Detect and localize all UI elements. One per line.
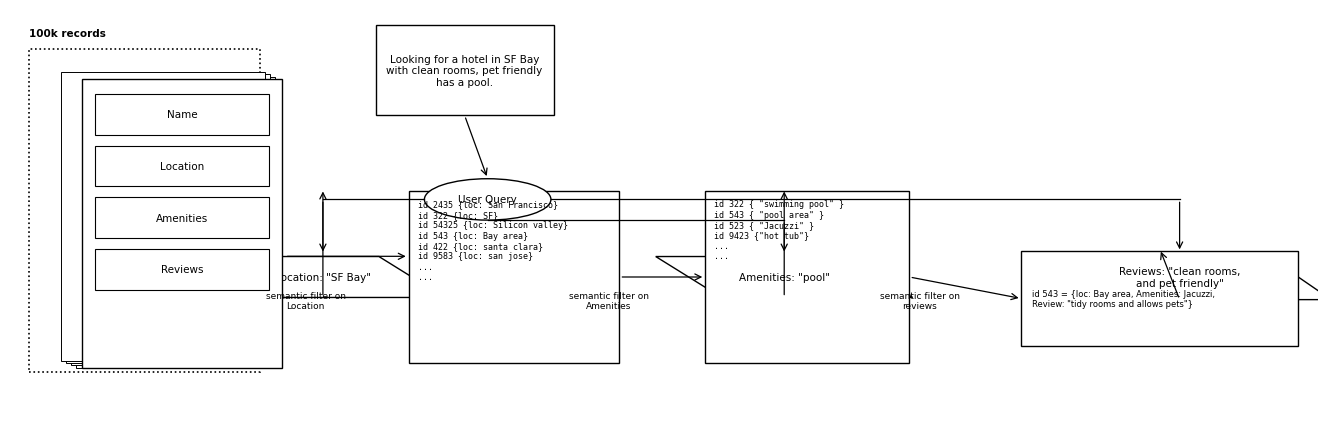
Polygon shape [1028, 255, 1318, 300]
Bar [71, 77, 275, 365]
Bar [66, 75, 270, 363]
Text: Looking for a hotel in SF Bay
with clean rooms, pet friendly
has a pool.: Looking for a hotel in SF Bay with clean… [386, 54, 543, 88]
Polygon shape [200, 257, 445, 298]
Text: id 2435 {loc: San Francisco}
id 322 {loc: SF}
id 54325 {loc: Silicon valley}
id : id 2435 {loc: San Francisco} id 322 {loc… [418, 200, 568, 282]
Text: User Query: User Query [459, 195, 517, 205]
Bar [29, 49, 260, 372]
Text: id 543 = {loc: Bay area, Amenities: Jacuzzi,
Review: "tidy rooms and allows pets: id 543 = {loc: Bay area, Amenities: Jacu… [1032, 289, 1215, 309]
Bar [95, 146, 269, 187]
Circle shape [424, 179, 551, 221]
Text: semantic filter on
Amenities: semantic filter on Amenities [569, 291, 648, 311]
Bar [76, 80, 281, 368]
Text: semantic filter on
reviews: semantic filter on reviews [880, 291, 960, 311]
Text: Amenities: "pool": Amenities: "pool" [738, 272, 830, 283]
Text: id 322 { "swimming pool" }
id 543 { "pool area" }
id 523 { "Jacuzzi" }
id 9423 {: id 322 { "swimming pool" } id 543 { "poo… [714, 200, 845, 261]
Bar [95, 95, 269, 135]
Text: Reviews: Reviews [161, 265, 203, 275]
Polygon shape [655, 257, 912, 298]
Bar [409, 191, 619, 363]
Text: semantic filter on
Location: semantic filter on Location [266, 291, 345, 311]
Text: Location: Location [159, 162, 204, 172]
Bar [1021, 252, 1298, 346]
Text: 100k records: 100k records [29, 29, 105, 39]
Text: Reviews: "clean rooms,
and pet friendly": Reviews: "clean rooms, and pet friendly" [1119, 267, 1240, 288]
Bar [95, 249, 269, 290]
Text: Amenities: Amenities [156, 213, 208, 223]
Bar [61, 73, 265, 361]
Text: Name: Name [166, 110, 198, 120]
Bar [705, 191, 909, 363]
Bar [376, 26, 554, 116]
Bar [95, 198, 269, 239]
Bar [82, 80, 282, 368]
Text: Location: "SF Bay": Location: "SF Bay" [275, 272, 370, 283]
